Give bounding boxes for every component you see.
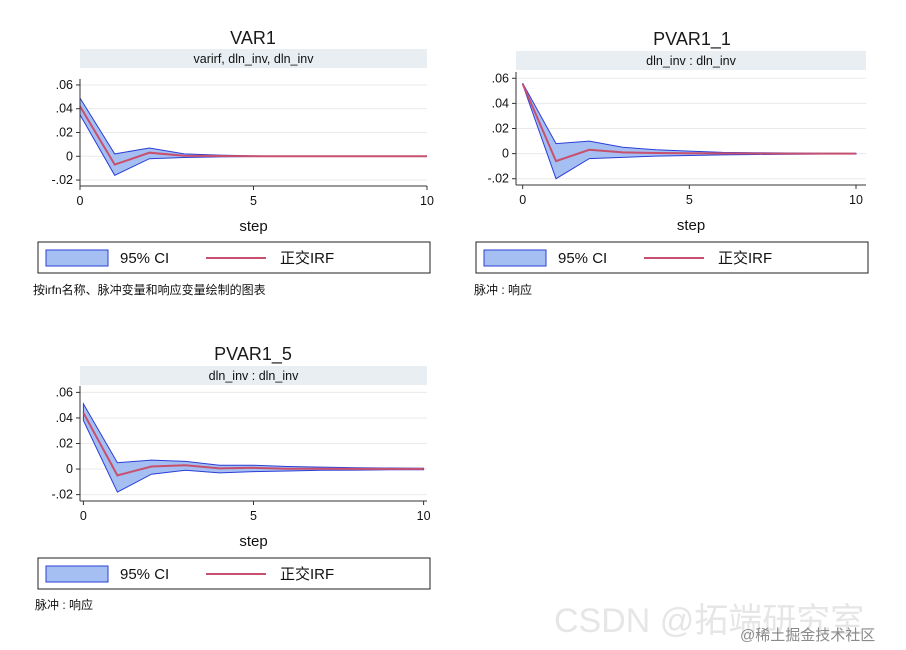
y-tick-label: .06: [492, 71, 509, 85]
x-tick-label: 0: [519, 193, 526, 207]
y-tick-label: .02: [492, 122, 509, 136]
x-tick-label: 0: [80, 509, 87, 523]
subtitle-strip: [80, 366, 427, 385]
panel-subtitle: dln_inv : dln_inv: [209, 369, 299, 383]
panel-note: 按irfn名称、脉冲变量和响应变量绘制的图表: [33, 282, 266, 297]
panel-note: 脉冲 : 响应: [35, 597, 93, 612]
x-tick-label: 10: [417, 509, 431, 523]
y-tick-label: .06: [56, 385, 73, 399]
x-axis-label: step: [239, 218, 267, 235]
watermark-sub: @稀土掘金技术社区: [740, 627, 875, 644]
y-tick-label: .02: [56, 437, 73, 451]
subtitle-strip: [80, 49, 427, 68]
watermark-main: CSDN @拓端研究室: [554, 602, 864, 640]
panel-subtitle: dln_inv : dln_inv: [646, 54, 736, 68]
subtitle-strip: [516, 51, 866, 70]
x-tick-label: 5: [250, 509, 257, 523]
y-tick-label: .04: [56, 102, 73, 116]
legend-ci-label: 95% CI: [558, 250, 607, 267]
legend-irf-label: 正交IRF: [280, 565, 334, 583]
legend-ci-swatch: [483, 249, 547, 267]
legend-irf-label: 正交IRF: [280, 249, 334, 267]
y-tick-label: -.02: [51, 488, 73, 502]
panel-subtitle: varirf, dln_inv, dln_inv: [194, 52, 315, 66]
x-tick-label: 0: [77, 194, 84, 208]
y-tick-label: 0: [502, 147, 509, 161]
legend-irf-label: 正交IRF: [718, 249, 772, 267]
y-tick-label: -.02: [487, 172, 509, 186]
x-tick-label: 5: [686, 193, 693, 207]
chart-panel-2: PVAR1_1 dln_inv : dln_inv .06 .04 .02 0 -.02 0 5…: [474, 29, 869, 297]
x-tick-label: 10: [420, 194, 434, 208]
panel-title: VAR1: [230, 28, 276, 48]
y-tick-label: -.02: [51, 173, 73, 187]
chart-panel-3: PVAR1_5 dln_inv : dln_inv .06 .04 .02 0 -.02 0 5…: [35, 344, 431, 612]
ci-band: [79, 96, 427, 176]
panel-note: 脉冲 : 响应: [474, 282, 532, 297]
ci-band: [522, 83, 857, 180]
x-tick-label: 10: [849, 193, 863, 207]
y-tick-label: .02: [56, 126, 73, 140]
irf-line: [82, 412, 424, 477]
x-tick-label: 5: [250, 194, 257, 208]
y-tick-label: .04: [492, 96, 509, 110]
y-tick-label: .04: [56, 411, 73, 425]
legend-ci-swatch: [45, 249, 109, 267]
y-tick-label: .06: [56, 78, 73, 92]
legend-ci-swatch: [45, 565, 109, 583]
ci-band: [82, 402, 425, 493]
panel-title: PVAR1_1: [653, 29, 731, 50]
panel-title: PVAR1_5: [214, 344, 292, 365]
irf-line: [521, 83, 856, 163]
y-tick-label: 0: [66, 462, 73, 476]
chart-panel-1: VAR1 varirf, dln_inv, dln_inv .06 .04 .02 0 -.…: [33, 28, 434, 297]
x-axis-label: step: [677, 217, 705, 234]
x-axis-label: step: [239, 533, 267, 550]
irf-line: [79, 105, 427, 166]
legend-ci-label: 95% CI: [120, 250, 169, 267]
y-tick-label: 0: [66, 149, 73, 163]
legend-ci-label: 95% CI: [120, 566, 169, 583]
